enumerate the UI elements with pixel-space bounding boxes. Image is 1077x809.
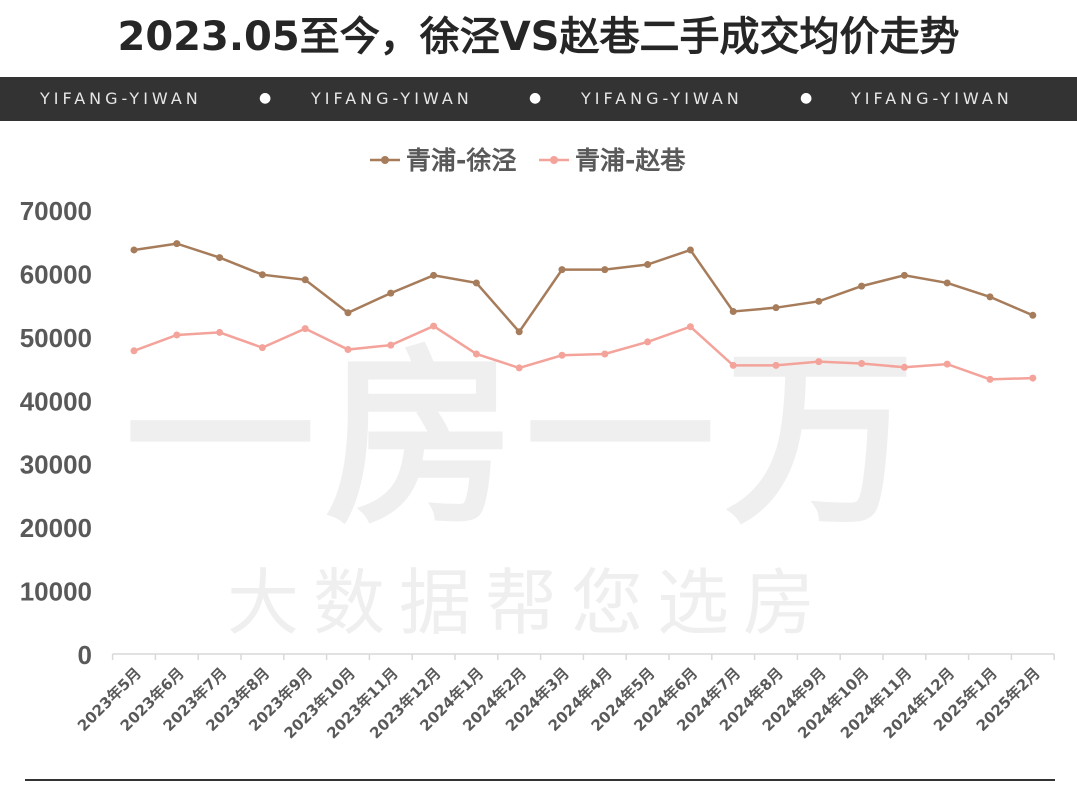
data-point [686,323,694,331]
banner-separator-2: ● [529,90,542,106]
data-point [986,293,994,301]
bottom-divider [25,779,1055,781]
data-point [472,350,480,358]
chart-title: 2023.05至今，徐泾VS赵巷二手成交均价走势 [117,14,960,60]
series-line-2 [133,324,1033,381]
data-point [686,246,694,254]
data-point [986,375,994,383]
data-point [344,309,352,317]
data-point [558,351,566,359]
y-tick-label: 10000 [20,577,92,607]
data-point [943,360,951,368]
data-point [130,246,138,254]
watermark-subtitle: 大数据帮您选房 [227,561,829,645]
data-point [344,346,352,354]
watermark-banner: YIFANG-YIWAN ● YIFANG-YIWAN ● YIFANG-YIW… [0,77,1077,121]
data-point [772,361,780,369]
data-point [387,289,395,297]
data-point [644,338,652,346]
banner-text-4: YIFANG-YIWAN [851,89,1013,108]
data-point [558,266,566,274]
y-tick-label: 30000 [20,450,92,480]
data-point [900,363,908,371]
y-tick-label: 20000 [20,513,92,543]
data-point [1029,311,1037,319]
series-line-1 [133,242,1034,334]
data-point [301,276,309,284]
banner-separator-1: ● [259,90,272,106]
legend-label: 青浦-赵巷 [575,146,686,175]
data-point [858,282,866,290]
data-point [815,297,823,305]
legend-swatch-marker [381,156,389,164]
data-point [301,325,309,333]
data-point [729,361,737,369]
data-point [900,271,908,279]
y-tick-label: 0 [78,640,92,670]
legend-label: 青浦-徐泾 [406,146,516,175]
data-point [130,347,138,355]
data-point [173,240,181,248]
banner-text-3: YIFANG-YIWAN [581,89,743,108]
y-tick-label: 40000 [20,386,92,416]
data-point [515,328,523,336]
data-point [858,359,866,367]
data-point [772,304,780,312]
data-point [515,364,523,372]
data-point [216,254,224,262]
data-point [430,271,438,279]
data-point [644,261,652,269]
banner-separator-3: ● [800,90,813,106]
banner-text-2: YIFANG-YIWAN [311,89,473,108]
data-point [430,322,438,330]
y-tick-label: 60000 [20,259,92,289]
legend-swatch-marker [550,156,558,164]
data-point [258,344,266,352]
banner-text-1: YIFANG-YIWAN [40,89,202,108]
data-point [729,307,737,315]
data-point [1029,374,1037,382]
y-tick-label: 70000 [20,196,92,226]
data-point [258,271,266,279]
data-point [943,279,951,287]
data-point [601,350,609,358]
data-point [387,341,395,349]
data-point [815,358,823,366]
data-point [472,279,480,287]
data-point [173,331,181,339]
data-point [601,266,609,274]
data-point [216,328,224,336]
y-tick-label: 50000 [20,323,92,353]
